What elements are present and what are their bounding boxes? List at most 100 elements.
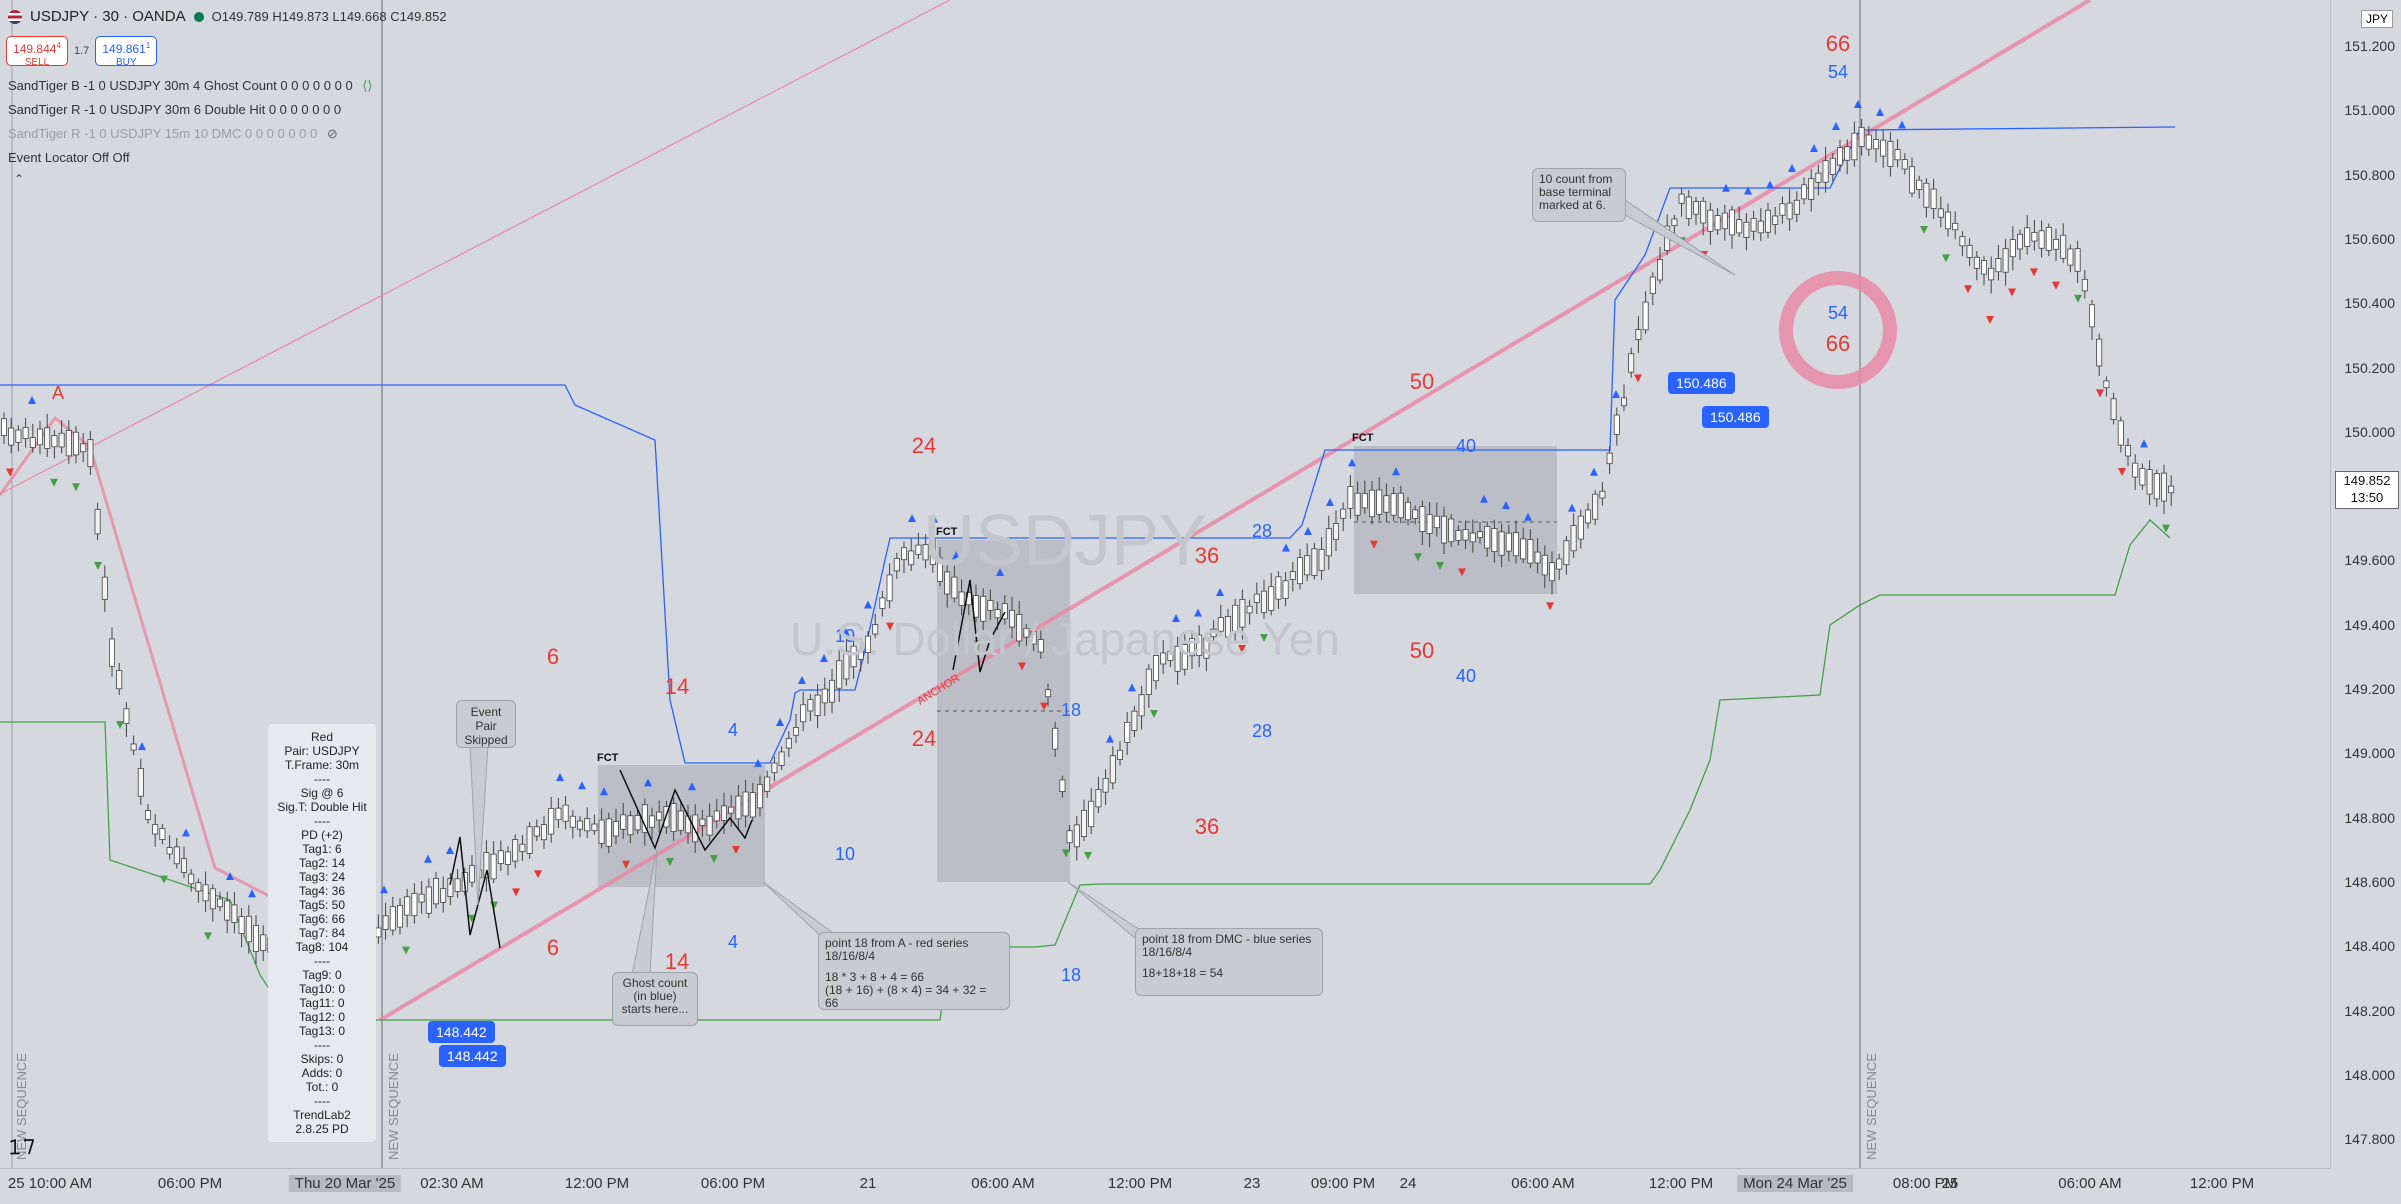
candle [1109, 755, 1116, 784]
time-axis[interactable]: 25 10:00 AM 06:00 PM Thu 20 Mar '25 02:30 A… [0, 1168, 2331, 1199]
candle [8, 427, 15, 446]
time-tick-label: Mon 24 Mar '25 [1737, 1175, 1853, 1192]
candle [555, 807, 562, 821]
tradingview-logo-icon[interactable]: 𝟷𝟽 [8, 1134, 37, 1159]
close-value: C149.852 [390, 9, 447, 24]
candle [692, 814, 699, 843]
candle [1685, 196, 1692, 219]
down-marker [1546, 602, 1554, 611]
currency-button[interactable]: JPY [2360, 10, 2393, 28]
candle [29, 437, 36, 448]
signal-info-panel: Red Pair: USDJPY T.Frame: 30m ---- Sig @ 6 Si… [268, 724, 376, 1142]
candle [980, 595, 987, 622]
candle [879, 597, 886, 609]
candle [411, 892, 418, 917]
candle [728, 806, 735, 814]
candle [764, 776, 771, 792]
candle [1009, 609, 1016, 628]
trade-panel: 149.8444 SELL 1.7 149.8611 BUY [6, 36, 158, 68]
candle [1577, 515, 1584, 540]
candle [1714, 215, 1721, 231]
code-icon[interactable]: ⟨⟩ [362, 78, 373, 93]
price-box: 148.442 [439, 1045, 506, 1067]
candle [605, 818, 612, 847]
buy-button[interactable]: 149.8611 BUY [95, 36, 158, 68]
up-marker [776, 718, 784, 726]
sell-button[interactable]: 149.8444 SELL [6, 36, 68, 68]
time-tick-label: 12:00 PM [1648, 1175, 1714, 1192]
candle [1563, 540, 1570, 566]
up-marker [1854, 100, 1862, 108]
candle [375, 927, 382, 938]
candle [1253, 593, 1260, 603]
candle [2139, 468, 2146, 486]
candle [598, 819, 605, 844]
candle [1793, 199, 1800, 215]
candle [1649, 276, 1656, 295]
candle [562, 804, 569, 822]
candle [1822, 160, 1829, 183]
candle [1203, 637, 1210, 659]
candle [1743, 221, 1750, 238]
up-marker [842, 628, 850, 636]
candle [116, 670, 123, 690]
candle [159, 828, 166, 840]
candle [1419, 506, 1426, 532]
candle [1945, 211, 1952, 230]
down-marker [1260, 634, 1268, 642]
price-tick-label: 149.000 [2344, 745, 2395, 762]
candle [1268, 586, 1275, 611]
hidden-eye-icon[interactable]: ⊘ [326, 126, 338, 141]
info-line: Tag8: 104 [295, 940, 349, 954]
blue-count-40: 40 [1456, 436, 1476, 456]
candle [1887, 140, 1894, 167]
candle [1642, 301, 1649, 331]
candle [1001, 603, 1008, 620]
candle [1297, 557, 1304, 585]
candle [58, 432, 65, 448]
indicator-dmc[interactable]: SandTiger R -1 0 USDJPY 15m 10 DMC 0 0 0… [8, 126, 338, 141]
down-marker [204, 932, 212, 941]
candle [1469, 532, 1476, 543]
candle [483, 852, 490, 879]
symbol-title[interactable]: USDJPY · 30 · OANDA [30, 8, 186, 25]
candle [519, 843, 526, 852]
candle [915, 544, 922, 555]
candle [1520, 538, 1527, 560]
candle [1275, 576, 1282, 600]
candle [1181, 644, 1188, 670]
price-axis[interactable]: JPY 151.200 151.000 150.800 150.600 150.400 1… [2330, 0, 2401, 1169]
candle [821, 688, 828, 704]
up-marker [688, 782, 696, 791]
candle [1873, 139, 1880, 150]
indicator-ghost-count[interactable]: SandTiger B -1 0 USDJPY 30m 4 Ghost Coun… [8, 78, 373, 93]
price-box: 148.442 [428, 1021, 495, 1043]
watermark-name: U.S. Dollar / Japanese Yen [790, 613, 1340, 665]
down-marker [1942, 254, 1950, 263]
candle [1505, 532, 1512, 552]
indicator-event-locator[interactable]: Event Locator Off Off [8, 150, 130, 165]
candle [1174, 645, 1181, 672]
candle [37, 428, 44, 446]
candle [109, 638, 116, 667]
candle [591, 823, 598, 832]
blue-count-4: 4 [728, 932, 738, 952]
red-count-36: 36 [1195, 814, 1219, 839]
collapse-chevron-icon[interactable]: ⌃ [14, 172, 25, 186]
down-marker [1414, 553, 1422, 562]
indicator-double-hit[interactable]: SandTiger R -1 0 USDJPY 30m 6 Double Hit… [8, 102, 342, 117]
up-marker [754, 758, 762, 767]
candle [180, 858, 187, 873]
down-marker [2052, 281, 2060, 290]
candle [1131, 710, 1138, 731]
candle [735, 795, 742, 820]
red-count-6: 6 [547, 644, 559, 669]
candle [1635, 329, 1642, 340]
candle [1016, 614, 1023, 642]
candle [785, 738, 792, 749]
candle [584, 818, 591, 832]
candle [1340, 508, 1347, 519]
time-tick-label: 08:00 PM [1892, 1175, 1958, 1192]
red-count-66: 66 [1826, 331, 1850, 356]
price-tick-label: 148.000 [2344, 1066, 2395, 1083]
